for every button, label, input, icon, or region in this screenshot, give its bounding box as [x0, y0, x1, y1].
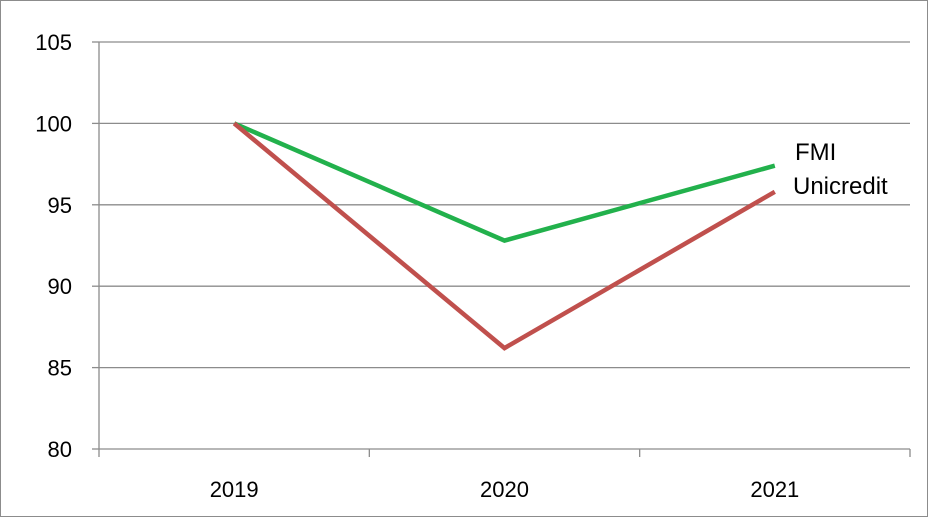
axes [92, 41, 911, 457]
legend-label-fmi: FMI [795, 139, 836, 166]
y-tick-label-90: 90 [48, 274, 72, 299]
x-tick-label-2020: 2020 [480, 477, 529, 502]
y-tick-label-80: 80 [48, 437, 72, 462]
x-tick-labels: 2019 2020 2021 [210, 477, 800, 502]
x-tick-label-2019: 2019 [210, 477, 259, 502]
series-line-unicredit [232, 121, 776, 351]
series-line-fmi [233, 121, 776, 243]
y-tick-label-95: 95 [48, 193, 72, 218]
y-tick-label-100: 100 [35, 111, 72, 136]
y-tick-label-85: 85 [48, 356, 72, 381]
y-tick-labels: 80 85 90 95 100 105 [35, 30, 72, 462]
y-tick-label-105: 105 [35, 30, 72, 55]
series-lines [232, 121, 776, 351]
legend: FMI Unicredit [793, 139, 888, 200]
x-tick-label-2021: 2021 [750, 477, 799, 502]
legend-label-unicredit: Unicredit [793, 173, 888, 200]
gridlines [99, 41, 910, 369]
